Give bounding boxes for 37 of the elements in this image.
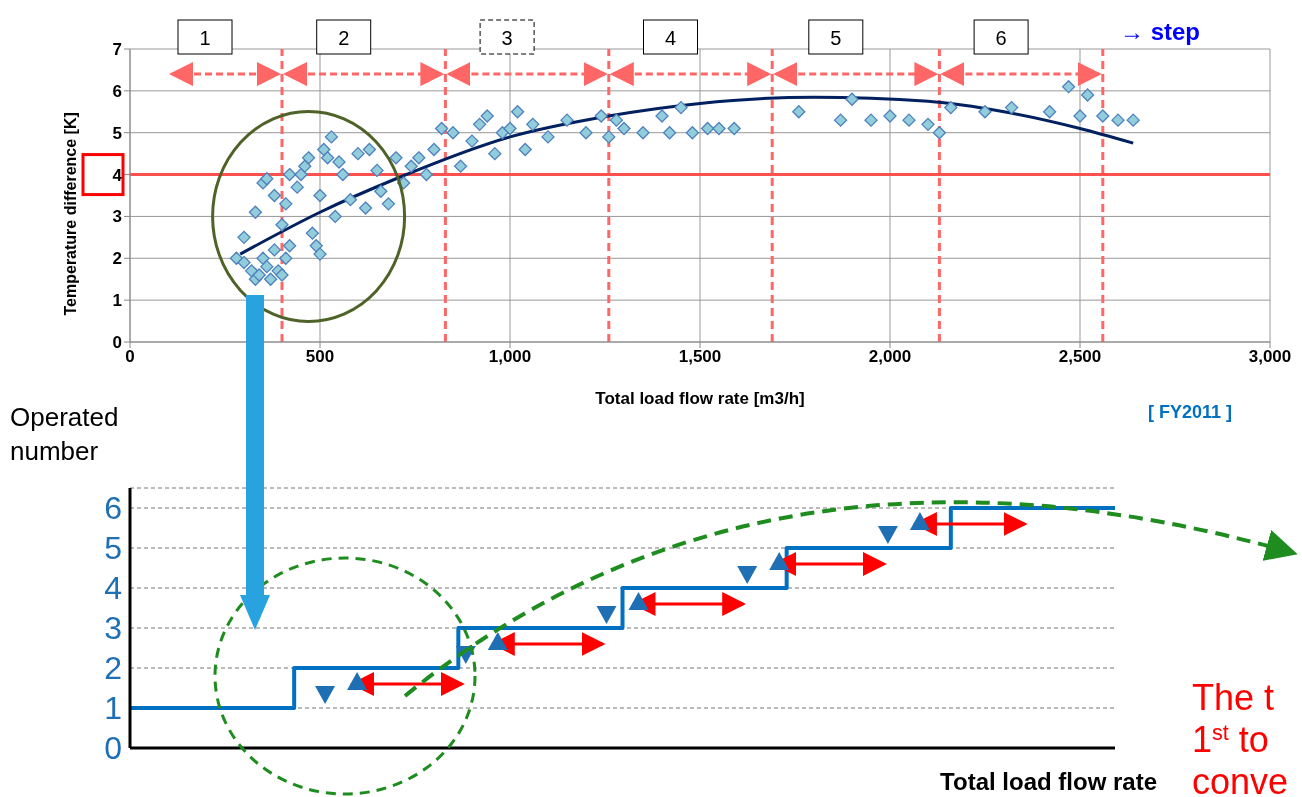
x-tick-label: 1,500 [678,347,722,367]
text: conve [1192,761,1289,797]
text: The t [1192,677,1275,718]
y-tick-label: 2 [104,650,122,687]
x-tick-label: 2,500 [1058,347,1102,367]
x-axis-title: Total load flow rate [m3/h] [595,389,805,408]
x-axis-title: Total load flow rate [940,768,1157,795]
text: → step [1119,18,1201,45]
y-tick-label: 7 [112,40,122,60]
y-tick-label: 1 [104,690,122,727]
x-tick-label: 500 [305,347,335,367]
y-tick-label: 5 [104,530,122,567]
y-tick-label: 1 [112,291,122,311]
annotation: 3 [501,27,513,49]
y-tick-label: 2 [112,249,122,269]
x-tick-label: 1,000 [488,347,532,367]
annotation: 5 [830,27,842,49]
x-tick-label: 2,000 [868,347,912,367]
y-axis-title: Operated number [10,402,119,466]
y-tick-label: 3 [104,610,122,647]
y-tick-label: 5 [112,123,122,143]
x-tick-label: 0 [125,347,135,367]
y-tick-label: 4 [104,570,122,607]
y-tick-label: 6 [112,81,122,101]
y-tick-label: 0 [104,730,122,767]
text: [ FY2011 ] [1147,402,1233,422]
annotation: 2 [338,27,350,49]
x-tick-label: 3,000 [1248,347,1292,367]
y-axis-title: Temperature difference [K] [61,112,79,316]
text: 1$^{st}$ to [1192,719,1269,760]
annotation: 6 [995,27,1007,49]
y-tick-label: 0 [112,333,122,353]
annotation: 1 [199,27,211,49]
y-tick-label: 6 [104,490,122,527]
y-tick-label: 3 [112,207,122,227]
annotation: 4 [664,27,677,49]
y-tick-label: 4 [112,165,123,185]
